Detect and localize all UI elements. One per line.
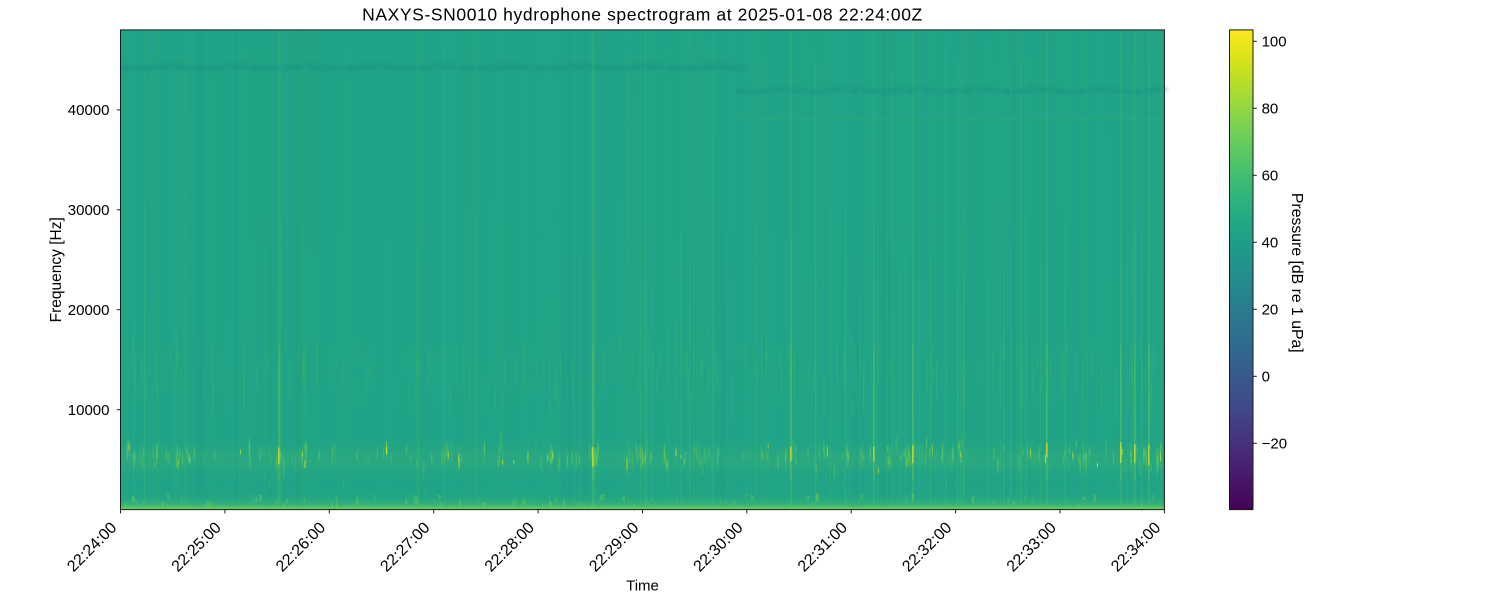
svg-text:NAXYS-SN0010 hydrophone spectr: NAXYS-SN0010 hydrophone spectrogram at 2… bbox=[362, 5, 923, 25]
svg-text:20: 20 bbox=[1262, 302, 1279, 319]
svg-text:40: 40 bbox=[1262, 235, 1279, 252]
svg-text:Pressure [dB re 1 uPa]: Pressure [dB re 1 uPa] bbox=[1288, 193, 1305, 353]
svg-text:80: 80 bbox=[1262, 101, 1279, 118]
svg-text:100: 100 bbox=[1262, 34, 1287, 51]
svg-text:20000: 20000 bbox=[68, 302, 110, 319]
svg-text:0: 0 bbox=[1262, 369, 1270, 386]
svg-text:60: 60 bbox=[1262, 168, 1279, 185]
svg-text:Frequency [Hz]: Frequency [Hz] bbox=[48, 217, 65, 322]
svg-text:30000: 30000 bbox=[68, 202, 110, 219]
svg-text:40000: 40000 bbox=[68, 102, 110, 119]
svg-text:−20: −20 bbox=[1262, 436, 1287, 453]
svg-text:10000: 10000 bbox=[68, 402, 110, 419]
svg-text:Time: Time bbox=[626, 578, 659, 595]
